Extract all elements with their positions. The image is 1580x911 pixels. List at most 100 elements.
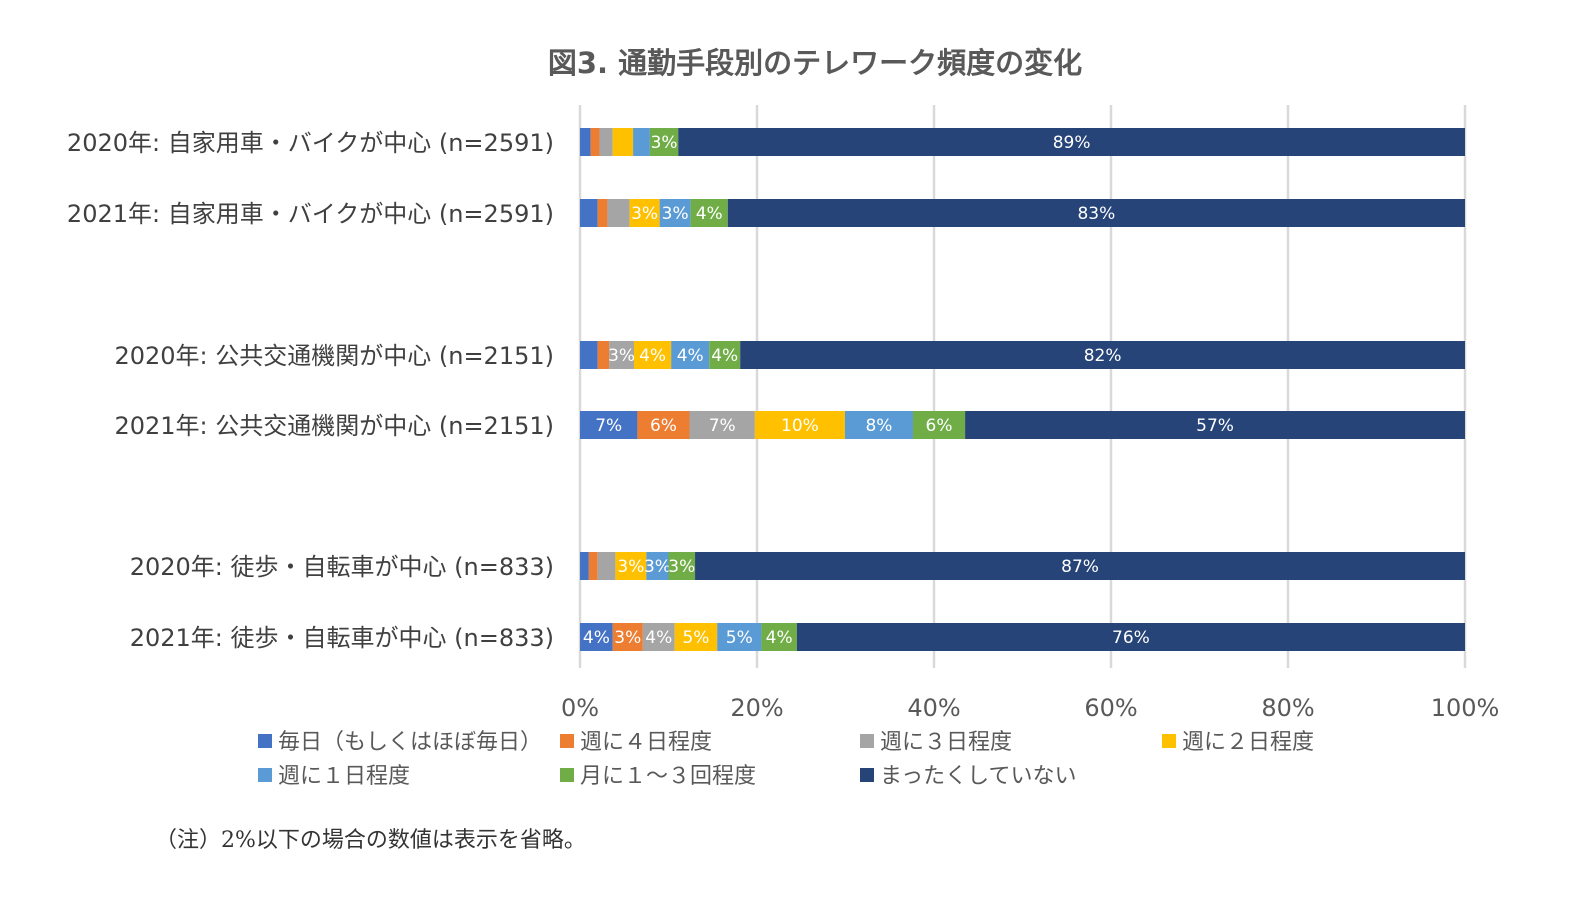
data-label: 3%: [614, 628, 641, 648]
data-label: 4%: [766, 628, 793, 648]
x-tick-label: 20%: [730, 694, 783, 722]
category-label: 2020年: 自家用車・バイクが中心 (n=2591): [67, 129, 554, 157]
data-label: 87%: [1061, 557, 1099, 577]
bar-segment: [649, 128, 679, 156]
bar-segment: [754, 411, 845, 439]
category-label: 2020年: 徒歩・自転車が中心 (n=833): [130, 553, 554, 581]
bar-segment: [580, 552, 589, 580]
bar-segment: [615, 552, 647, 580]
data-label: 3%: [617, 557, 644, 577]
bar-segment: [612, 623, 643, 651]
bar-segment: [659, 199, 691, 227]
bar-segment: [580, 199, 598, 227]
legend-swatch: [1162, 734, 1176, 748]
legend-swatch: [560, 768, 574, 782]
bar-segment: [740, 341, 1465, 369]
data-label: 89%: [1053, 133, 1091, 153]
chart-title: 図3. 通勤手段別のテレワーク頻度の変化: [548, 46, 1082, 80]
bar-segment: [689, 411, 755, 439]
bar-segment: [674, 623, 718, 651]
bar-segment: [761, 623, 797, 651]
bar-segment: [642, 623, 675, 651]
data-label: 3%: [651, 133, 678, 153]
legend-swatch: [560, 734, 574, 748]
x-tick-label: 40%: [907, 694, 960, 722]
bar-segment: [607, 199, 630, 227]
data-label: 10%: [781, 416, 819, 436]
data-label: 3%: [662, 204, 689, 224]
x-tick-labels: 0% 20% 40% 60% 80% 100%: [561, 694, 1499, 722]
bar-segment: [690, 199, 728, 227]
legend-swatch: [258, 768, 272, 782]
legend-label: まったくしていない: [880, 764, 1076, 789]
bar-segment: [629, 199, 660, 227]
x-tick-label: 0%: [561, 694, 599, 722]
data-label: 57%: [1196, 416, 1234, 436]
bar-segment: [646, 552, 669, 580]
data-label: 4%: [677, 346, 704, 366]
category-label: 2021年: 自家用車・バイクが中心 (n=2591): [67, 200, 554, 228]
x-tick-label: 60%: [1084, 694, 1137, 722]
bar-segment: [599, 128, 613, 156]
bar-segment: [678, 128, 1465, 156]
bar-segment: [668, 552, 696, 580]
bar-segment: [633, 128, 650, 156]
category-label: 2021年: 徒歩・自転車が中心 (n=833): [130, 624, 554, 652]
x-tick-label: 80%: [1261, 694, 1314, 722]
bar-segment: [695, 552, 1465, 580]
legend-label: 週に４日程度: [580, 730, 712, 755]
data-label: 8%: [865, 416, 892, 436]
data-label: 7%: [595, 416, 622, 436]
bar-segment: [597, 552, 616, 580]
bar-segment: [844, 411, 913, 439]
bar-segment: [590, 128, 600, 156]
data-label: 4%: [583, 628, 610, 648]
gridlines: [578, 105, 1467, 668]
legend-swatch: [860, 734, 874, 748]
legend-label: 月に１～３回程度: [580, 764, 756, 789]
bar-segment: [717, 623, 762, 651]
bar-segment: [597, 341, 610, 369]
legend-label: 週に３日程度: [880, 730, 1012, 755]
bars: 3% 89%3% 3% 4% 83%3% 4% 4% 4% 82%7% 6% 7% 10% 8% 6% 57…: [580, 128, 1465, 651]
data-label: 3%: [631, 204, 658, 224]
bar-segment: [633, 341, 672, 369]
bar-segment: [580, 341, 598, 369]
bar-segment: [612, 128, 634, 156]
x-tick-label: 100%: [1431, 694, 1500, 722]
data-label: 83%: [1077, 204, 1115, 224]
bar-segment: [580, 411, 638, 439]
data-label: 6%: [926, 416, 953, 436]
legend-label: 週に１日程度: [278, 764, 410, 789]
bar-segment: [609, 341, 634, 369]
bar-segment: [709, 341, 741, 369]
data-label: 4%: [639, 346, 666, 366]
bar-segment: [671, 341, 710, 369]
bar-segment: [597, 199, 608, 227]
data-label: 5%: [726, 628, 753, 648]
bar-segment: [965, 411, 1465, 439]
data-label: 7%: [709, 416, 736, 436]
category-label: 2021年: 公共交通機関が中心 (n=2151): [114, 412, 554, 440]
data-label: 76%: [1112, 628, 1150, 648]
legend-swatch: [258, 734, 272, 748]
data-label: 3%: [608, 346, 635, 366]
data-label: 3%: [668, 557, 695, 577]
category-labels: 2020年: 自家用車・バイクが中心 (n=2591) 2021年: 自家用車・バ…: [67, 129, 554, 652]
bar-segment: [912, 411, 966, 439]
legend-label: 週に２日程度: [1182, 730, 1314, 755]
category-label: 2020年: 公共交通機関が中心 (n=2151): [114, 342, 554, 370]
bar-segment: [727, 199, 1465, 227]
bar-segment: [588, 552, 598, 580]
bar-segment: [580, 623, 613, 651]
data-label: 82%: [1084, 346, 1122, 366]
data-label: 6%: [650, 416, 677, 436]
data-label: 3%: [644, 557, 671, 577]
data-label: 4%: [711, 346, 738, 366]
bar-segment: [796, 623, 1465, 651]
bar-segment: [637, 411, 690, 439]
data-label: 4%: [645, 628, 672, 648]
bar-segment: [580, 128, 591, 156]
